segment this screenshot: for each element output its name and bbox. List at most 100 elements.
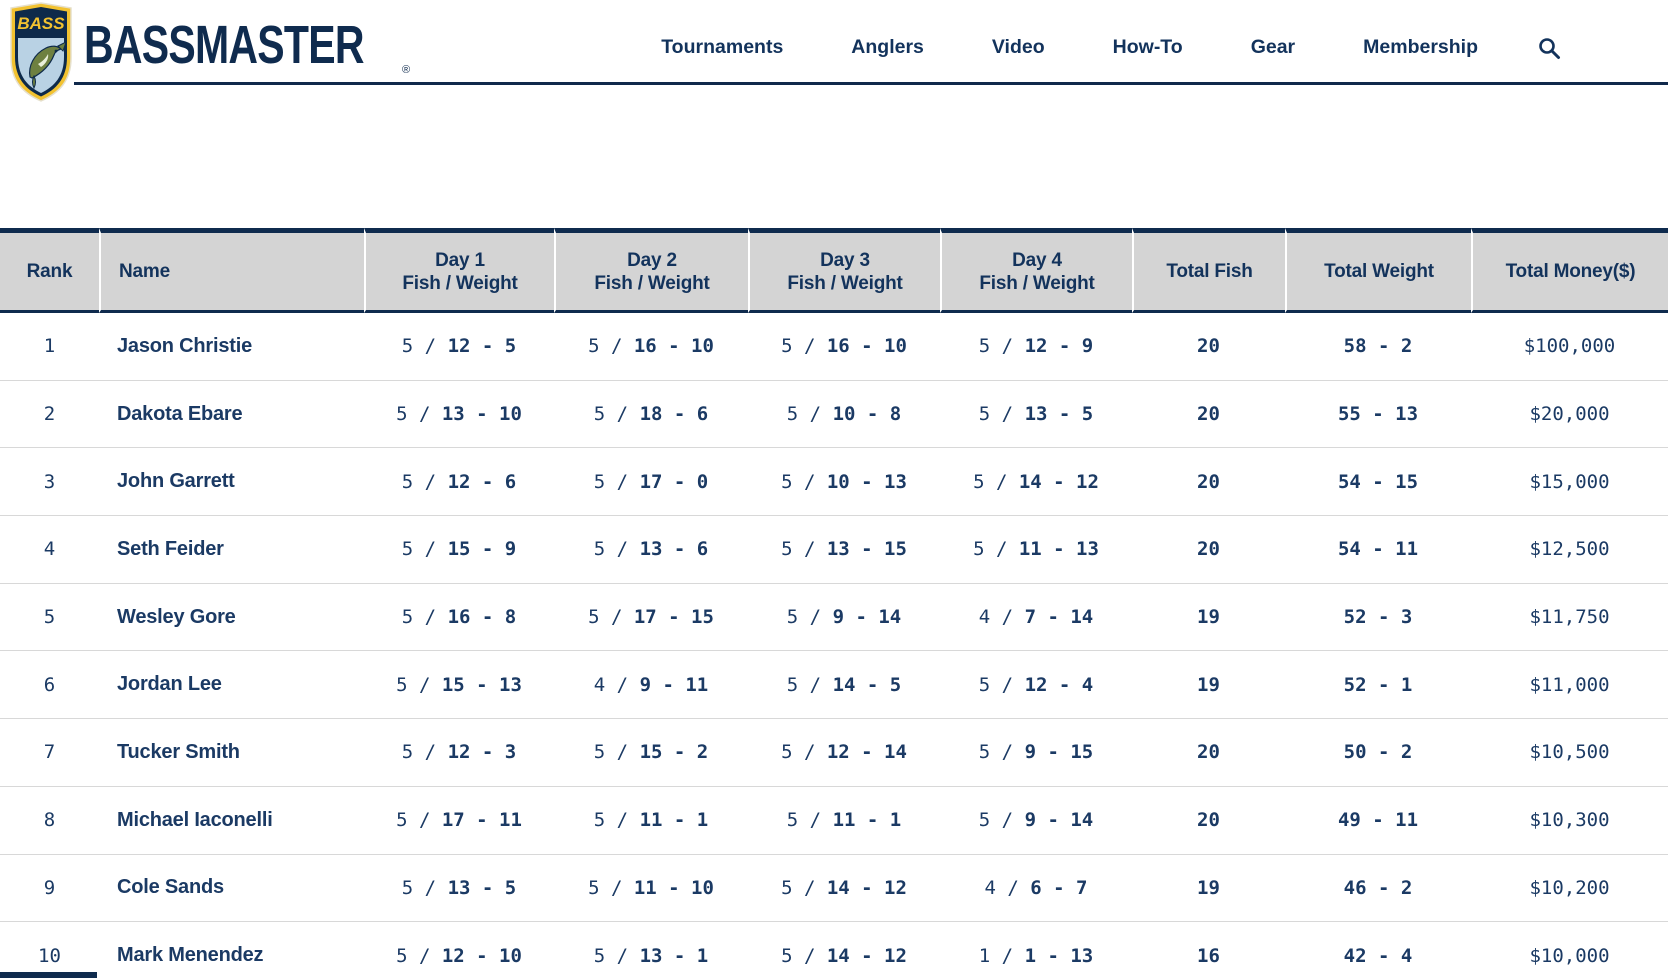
day4-weight: 13 - 5 [1024,403,1094,426]
total-fish-cell: 20 [1197,470,1220,493]
day4-fish: 4 [984,876,996,899]
day4-cell: 5 / 12 - 9 [978,335,1094,358]
day4-fish: 1 [978,944,991,967]
total-weight-cell: 55 - 13 [1337,403,1419,426]
day2-weight: 11 - 10 [633,876,714,899]
table-row[interactable]: 1 Jason Christie 5 / 12 - 5 5 / 16 - 10 … [0,313,1668,381]
day4-cell: 5 / 14 - 12 [973,470,1099,493]
nav-item-tournaments[interactable]: Tournaments [661,36,783,59]
day1-fish: 5 [401,606,414,629]
day4-fish: 4 [978,606,991,629]
total-fish-cell: 20 [1197,741,1220,764]
total-weight-cell: 49 - 11 [1337,809,1419,832]
nav-item-membership[interactable]: Membership [1363,36,1478,59]
leaderboard-table: Rank Name Day 1 Fish / Weight Day 2 Fish… [0,228,1668,978]
day1-cell: 5 / 17 - 11 [396,809,522,832]
day2-fish: 5 [593,809,606,832]
day2-fish: 5 [588,335,600,358]
day4-fish: 5 [978,403,991,426]
total-money-cell: $10,300 [1529,809,1610,832]
angler-name-cell: Seth Feider [117,537,224,560]
total-weight-cell: 50 - 2 [1343,741,1413,764]
day2-cell: 5 / 18 - 6 [593,403,709,426]
total-money-cell: $12,500 [1529,538,1610,561]
column-header-day3: Day 3 Fish / Weight [748,228,940,313]
nav-item-anglers[interactable]: Anglers [851,36,924,59]
table-row[interactable]: 10 Mark Menendez 5 / 12 - 10 5 / 13 - 1 … [0,922,1668,978]
day1-fish: 5 [396,809,408,832]
table-row[interactable]: 8 Michael Iaconelli 5 / 17 - 11 5 / 11 -… [0,786,1668,855]
day3-cell: 5 / 14 - 5 [786,673,902,696]
day1-fish: 5 [401,538,414,561]
nav-item-label: How-To [1112,36,1183,58]
day4-cell: 5 / 12 - 4 [978,673,1094,696]
column-header-total_weight: Total Weight [1285,228,1471,313]
day1-fish: 5 [396,403,408,426]
wordmark-wrap: BASSMASTER ® [84,14,460,76]
day3-weight: 16 - 10 [826,335,907,358]
table-row[interactable]: 3 John Garrett 5 / 12 - 6 5 / 17 - 0 5 /… [0,448,1668,517]
nav-item-video[interactable]: Video [992,36,1045,59]
day1-weight: 15 - 13 [441,673,522,696]
day4-cell: 4 / 6 - 7 [984,876,1088,899]
day3-fish: 5 [786,809,799,832]
partial-next-section-bar [0,972,97,978]
total-money-cell: $10,500 [1529,741,1610,764]
header-divider [74,82,1668,85]
day3-cell: 5 / 10 - 8 [786,403,902,426]
angler-name-cell: Dakota Ebare [117,402,243,425]
rank-cell: 10 [38,944,61,967]
total-fish-cell: 19 [1197,876,1220,899]
day4-weight: 11 - 13 [1018,538,1099,561]
day4-weight: 7 - 14 [1024,606,1094,629]
day2-cell: 5 / 17 - 0 [593,470,709,493]
day2-cell: 4 / 9 - 11 [593,673,709,696]
nav-item-how-to[interactable]: How-To [1113,36,1183,59]
table-row[interactable]: 7 Tucker Smith 5 / 12 - 3 5 / 15 - 2 5 /… [0,719,1668,787]
column-header-name: Name [99,228,364,313]
day1-weight: 13 - 5 [447,876,517,899]
angler-name-cell: John Garrett [117,470,235,493]
day3-weight: 14 - 12 [826,876,907,899]
day3-cell: 5 / 14 - 12 [781,944,907,967]
day3-fish: 5 [786,673,799,696]
table-row[interactable]: 2 Dakota Ebare 5 / 13 - 10 5 / 18 - 6 5 … [0,380,1668,449]
day3-cell: 5 / 14 - 12 [781,876,907,899]
table-row[interactable]: 4 Seth Feider 5 / 15 - 9 5 / 13 - 6 5 / … [0,516,1668,584]
day1-weight: 16 - 8 [447,606,517,629]
shield-bass-text: BASS [17,14,65,33]
day3-fish: 5 [781,470,793,493]
day1-fish: 5 [396,673,408,696]
nav-item-gear[interactable]: Gear [1251,36,1295,59]
day1-cell: 5 / 15 - 9 [401,538,517,561]
day4-fish: 5 [978,809,991,832]
table-row[interactable]: 6 Jordan Lee 5 / 15 - 13 4 / 9 - 11 5 / … [0,651,1668,720]
day3-fish: 5 [781,741,793,764]
total-money-cell: $100,000 [1523,335,1616,358]
day1-fish: 5 [401,470,414,493]
day1-fish: 5 [401,741,414,764]
main-nav: Tournaments Anglers Video How-To Gear Members… [661,0,1668,83]
total-weight-cell: 52 - 1 [1343,673,1413,696]
table-row[interactable]: 5 Wesley Gore 5 / 16 - 8 5 / 17 - 15 5 /… [0,583,1668,652]
day4-cell: 5 / 13 - 5 [978,403,1094,426]
day2-weight: 16 - 10 [633,335,714,358]
bassmaster-logo[interactable]: BASS BASSMASTER ® [8,2,410,102]
day3-fish: 5 [786,606,799,629]
total-money-cell: $20,000 [1529,403,1610,426]
column-header-total_fish: Total Fish [1132,228,1285,313]
angler-name-cell: Mark Menendez [117,944,264,967]
day4-cell: 5 / 11 - 13 [973,538,1099,561]
day1-fish: 5 [401,876,414,899]
day2-cell: 5 / 16 - 10 [588,335,714,358]
table-row[interactable]: 9 Cole Sands 5 / 13 - 5 5 / 11 - 10 5 / … [0,854,1668,923]
column-header-day2: Day 2 Fish / Weight [554,228,748,313]
day1-cell: 5 / 13 - 5 [401,876,517,899]
rank-cell: 1 [43,335,56,358]
day3-weight: 14 - 12 [826,944,907,967]
day2-cell: 5 / 17 - 15 [588,606,714,629]
day2-weight: 11 - 1 [639,809,709,832]
day1-weight: 17 - 11 [441,809,522,832]
search-button[interactable] [1536,35,1562,61]
rank-cell: 9 [43,876,56,899]
